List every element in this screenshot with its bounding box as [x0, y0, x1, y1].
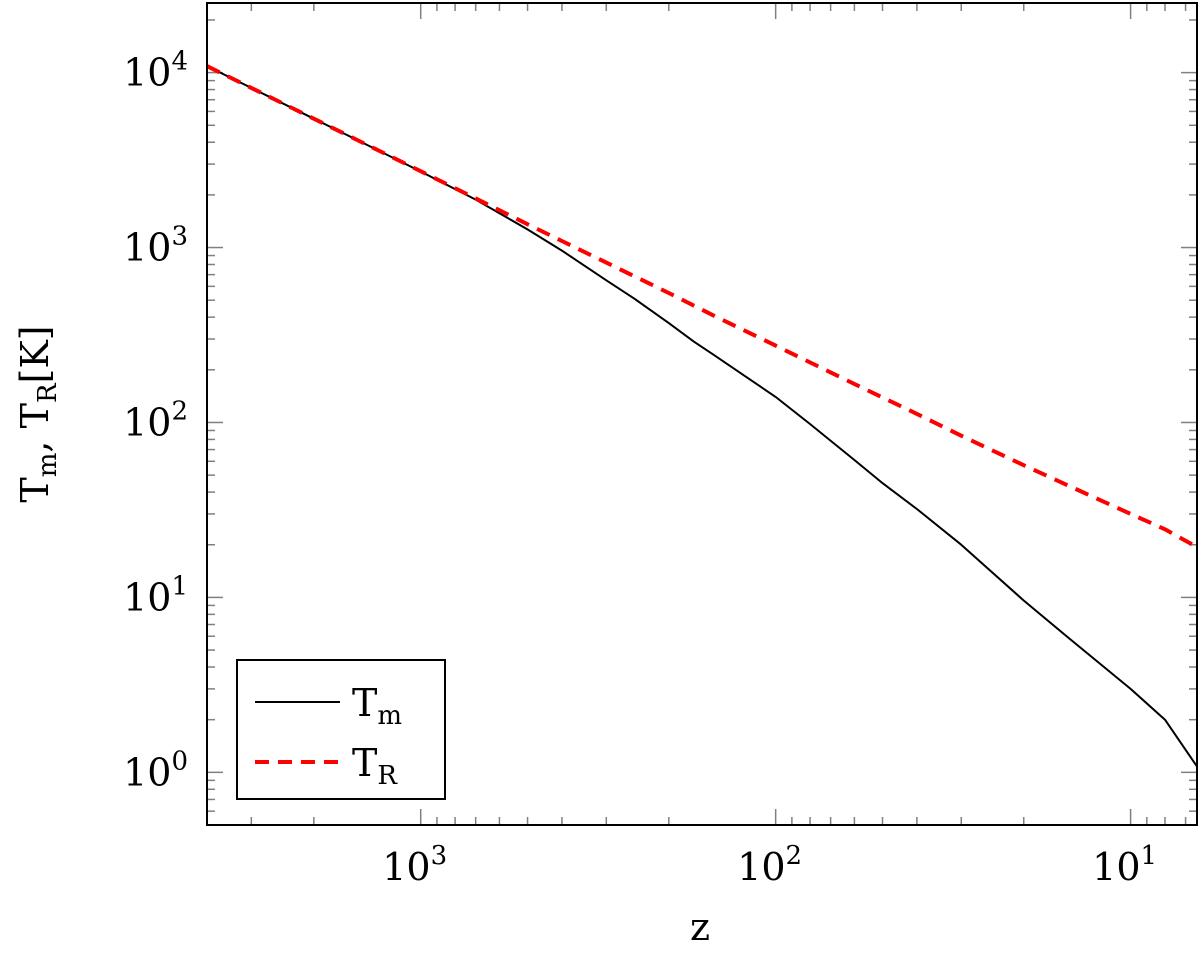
legend: Tm TR	[236, 659, 446, 800]
y-tick-label: 103	[123, 222, 188, 270]
x-tick-label: 101	[1092, 841, 1157, 889]
y-tick-label: 104	[123, 47, 188, 95]
y-tick-label: 101	[123, 571, 188, 619]
major-ticks	[207, 3, 1197, 825]
tick-labels: 103 102 101 100 101 102 103 104	[123, 47, 1157, 889]
y-tick-label: 102	[123, 396, 188, 444]
y-axis-title: Tm, TR[K]	[13, 325, 63, 502]
legend-label-tm: Tm	[352, 681, 402, 731]
x-tick-label: 103	[382, 841, 447, 889]
plot-frame	[206, 2, 1198, 826]
x-tick-label: 102	[737, 841, 802, 889]
series-layer	[206, 64, 1198, 768]
y-tick-label: 100	[123, 746, 188, 794]
x-axis-title: z	[690, 905, 710, 949]
legend-box	[236, 659, 446, 800]
minor-ticks	[207, 3, 1197, 825]
legend-label-tr: TR	[352, 741, 398, 791]
series-line-tr	[206, 64, 1198, 549]
